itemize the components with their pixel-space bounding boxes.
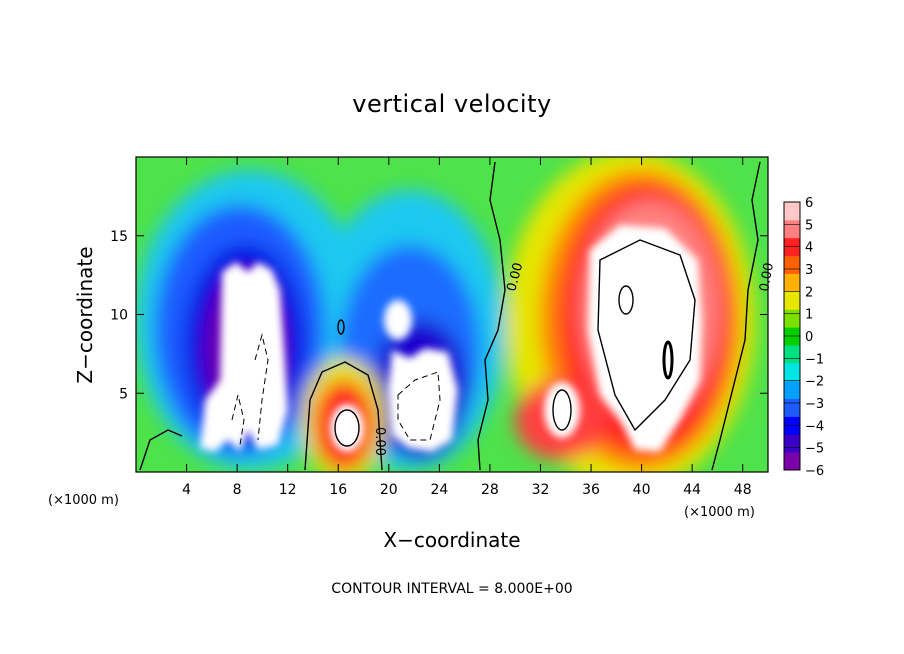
x-tick-label: 16 (329, 482, 347, 498)
dashed-contour-mid (397, 371, 441, 441)
x-tick-label: 32 (532, 482, 550, 498)
y-axis-ticks: 5 10 15 (110, 229, 768, 402)
colorbar-tick-label: 2 (805, 285, 813, 300)
colorbar-tick-label: −3 (805, 397, 824, 412)
contour-label-right: 0.00 (757, 262, 777, 293)
colorbar-swatch (784, 380, 800, 400)
contour-interval: CONTOUR INTERVAL = 8.000E+00 (331, 581, 572, 597)
x-tick-label: 44 (683, 482, 701, 498)
colorbar-tick-label: −1 (805, 352, 824, 367)
colorbar-tick-label: 3 (805, 263, 813, 278)
white-cores (200, 225, 702, 452)
contour-loop-upper (618, 285, 634, 315)
downdraft-core-left (200, 262, 288, 452)
colorbar-swatch (784, 434, 800, 453)
x-unit-right: (×1000 m) (684, 505, 755, 520)
x-unit-left: (×1000 m) (48, 493, 119, 508)
x-tick-label: 48 (734, 482, 752, 498)
dashed-contour-left-2 (231, 394, 245, 446)
x-tick-label: 4 (182, 482, 191, 498)
colorbar-tick-label: 5 (805, 218, 813, 233)
colorbar-swatch (784, 398, 800, 417)
updraft-core-large (588, 225, 702, 452)
colorbar-swatch (784, 344, 800, 364)
x-tick-label: 40 (633, 482, 651, 498)
updraft-core-lowleft (544, 382, 580, 438)
y-tick-label: 5 (119, 386, 128, 402)
x-tick-label: 28 (481, 482, 499, 498)
x-tick-label: 12 (279, 482, 297, 498)
colorbar-tick-label: 1 (805, 308, 813, 323)
downdraft-core-mid (388, 348, 458, 452)
colorbar-swatch (784, 273, 800, 292)
colorbar-tick-label: −2 (805, 375, 824, 390)
x-axis-title: X−coordinate (383, 528, 520, 552)
x-tick-label: 36 (582, 482, 600, 498)
colorbar-swatch (784, 291, 800, 310)
contour-label-mid: 0.00 (504, 261, 526, 293)
colorbar-swatch (784, 452, 800, 471)
zero-contour-mid (477, 161, 506, 471)
negative-contours (231, 333, 441, 446)
x-axis-ticks: 4 8 12 16 20 24 28 32 36 40 44 48 (182, 157, 752, 498)
colorbar-tick-label: −5 (805, 442, 824, 457)
colorbar-swatch (784, 309, 800, 328)
x-tick-label: 24 (430, 482, 448, 498)
colorbar-tick-label: −4 (805, 419, 824, 434)
x-tick-label: 20 (380, 482, 398, 498)
contour-loop-upper-mid (337, 319, 345, 335)
colorbar-tick-label: 0 (805, 330, 813, 345)
y-tick-label: 10 (110, 308, 128, 324)
zero-contours (139, 161, 761, 471)
x-tick-label: 8 (233, 482, 242, 498)
downdraft-core-upper (384, 300, 412, 340)
colorbar-swatch (784, 202, 800, 221)
zero-contour-small-updraft (304, 361, 383, 471)
colorbar-swatch (784, 219, 800, 239)
dashed-contour-left-1 (254, 333, 269, 441)
colorbar: 6 5 4 3 2 1 0 −1 −2 −3 −4 −5 −6 (783, 196, 824, 479)
contour-label-small: 0.00 (372, 427, 387, 456)
zero-contour-right (711, 161, 761, 471)
chart-title: vertical velocity (352, 90, 551, 118)
contour-loop-lowleft (552, 389, 572, 431)
y-axis-title: Z−coordinate (73, 246, 97, 383)
colorbar-swatch (784, 362, 800, 382)
y-tick-label: 15 (110, 229, 128, 245)
velocity-field (136, 157, 768, 472)
colorbar-tick-label: −6 (805, 464, 824, 479)
colorbar-swatch (784, 255, 800, 274)
zero-contour-corner (139, 429, 183, 471)
contour-loop-lower (662, 340, 674, 380)
contour-inner-small (334, 409, 360, 447)
contour-inner-large (597, 239, 696, 432)
colorbar-tick-label: 6 (805, 196, 813, 211)
colorbar-tick-label: 4 (805, 241, 813, 256)
